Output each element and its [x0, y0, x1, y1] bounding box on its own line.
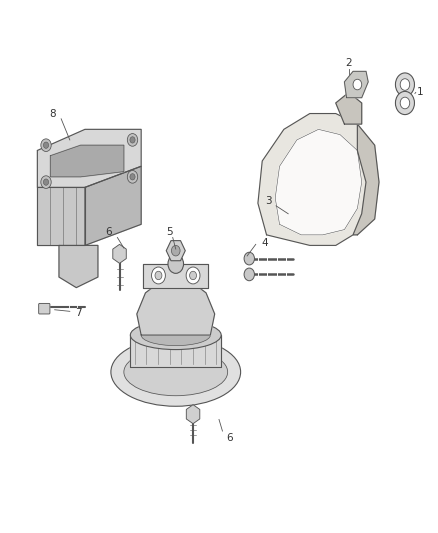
Circle shape — [43, 142, 49, 148]
Ellipse shape — [141, 325, 210, 345]
Circle shape — [396, 91, 414, 115]
Ellipse shape — [124, 348, 228, 395]
Polygon shape — [353, 124, 379, 235]
Polygon shape — [37, 188, 85, 245]
Circle shape — [130, 137, 135, 143]
Circle shape — [244, 252, 254, 265]
Circle shape — [127, 134, 138, 146]
Polygon shape — [137, 280, 215, 335]
Text: 3: 3 — [265, 196, 272, 206]
Polygon shape — [258, 114, 374, 245]
Polygon shape — [275, 130, 362, 235]
Circle shape — [171, 245, 180, 256]
Circle shape — [244, 268, 254, 281]
Text: 6: 6 — [226, 433, 233, 443]
Circle shape — [155, 271, 162, 280]
Polygon shape — [50, 145, 124, 177]
Polygon shape — [143, 264, 208, 288]
Circle shape — [190, 271, 197, 280]
Circle shape — [41, 139, 51, 151]
Circle shape — [400, 97, 410, 109]
Polygon shape — [336, 92, 362, 124]
Text: 6: 6 — [106, 227, 112, 237]
Circle shape — [400, 79, 410, 90]
Polygon shape — [37, 130, 141, 188]
Circle shape — [353, 79, 362, 90]
Circle shape — [130, 174, 135, 180]
Circle shape — [127, 171, 138, 183]
Ellipse shape — [111, 338, 240, 406]
Text: 1: 1 — [417, 87, 424, 98]
FancyBboxPatch shape — [39, 303, 50, 314]
Circle shape — [168, 254, 184, 273]
Text: 2: 2 — [346, 59, 352, 68]
Polygon shape — [344, 71, 368, 98]
Circle shape — [396, 73, 414, 96]
Text: 7: 7 — [75, 308, 82, 318]
Circle shape — [41, 176, 51, 189]
Circle shape — [186, 267, 200, 284]
Polygon shape — [59, 245, 98, 288]
Ellipse shape — [131, 320, 221, 350]
Text: 8: 8 — [49, 109, 56, 118]
Polygon shape — [131, 335, 221, 367]
Text: 4: 4 — [261, 238, 268, 248]
Circle shape — [43, 179, 49, 185]
Polygon shape — [85, 166, 141, 245]
Circle shape — [152, 267, 166, 284]
Text: 5: 5 — [166, 227, 173, 237]
